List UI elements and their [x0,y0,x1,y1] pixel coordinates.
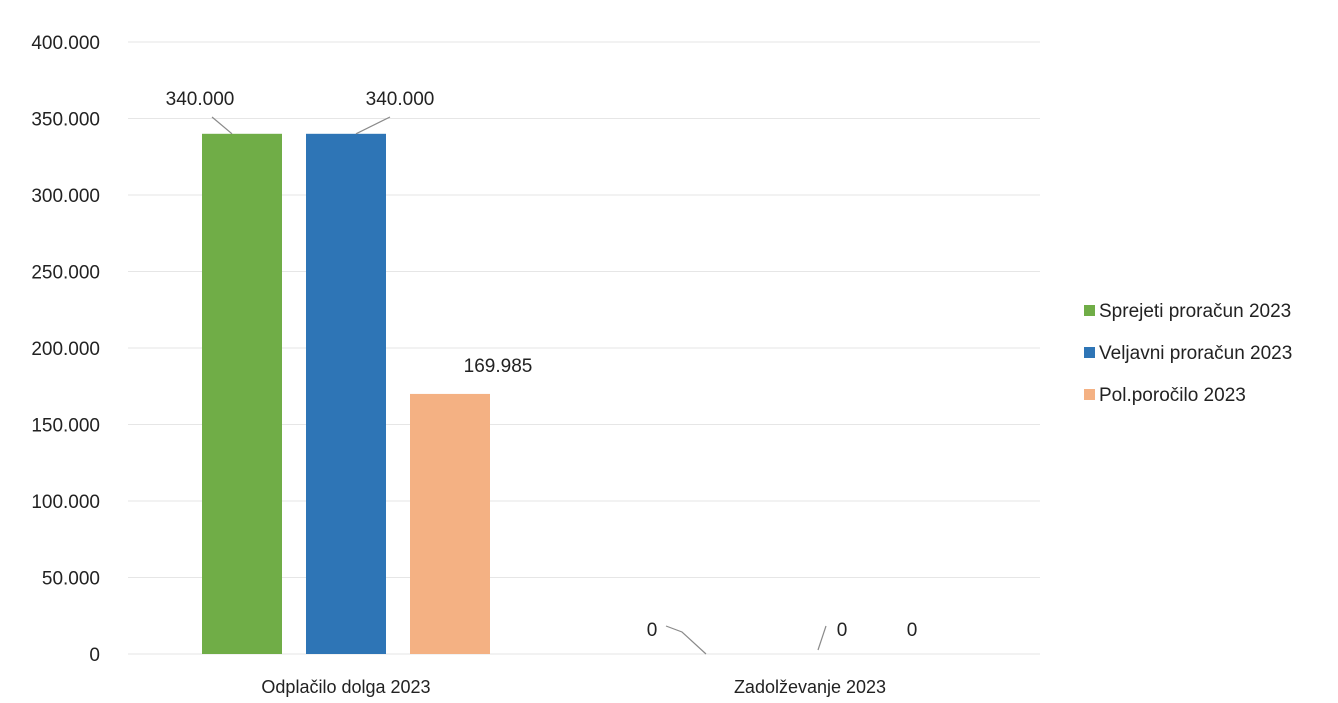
y-tick-label: 400.000 [31,33,100,54]
data-label: 169.985 [464,356,533,377]
legend-swatch [1084,347,1095,358]
legend-label: Veljavni proračun 2023 [1099,343,1292,364]
y-tick-label: 200.000 [31,339,100,360]
y-tick-label: 100.000 [31,492,100,513]
bar [410,393,490,654]
data-labels: 340.000 340.000 169.985 0 0 0 [166,89,918,641]
bar [202,133,282,655]
data-label-leader-lines [211,116,827,655]
leader-line [211,116,233,135]
x-category-label: Zadolževanje 2023 [734,677,886,697]
bar [306,133,386,655]
leader-line [665,625,707,655]
y-tick-label: 350.000 [31,110,100,131]
x-axis-category-labels: Odplačilo dolga 2023 Zadolževanje 2023 [261,677,886,697]
bars [202,133,490,655]
data-label: 0 [907,620,918,641]
legend-swatch [1084,389,1095,400]
data-label: 340.000 [366,89,435,110]
x-category-label: Odplačilo dolga 2023 [261,677,430,697]
y-tick-label: 150.000 [31,416,100,437]
leader-line [355,116,391,135]
legend-label: Sprejeti proračun 2023 [1099,301,1291,322]
leader-line [817,625,827,651]
y-tick-label: 50.000 [42,569,100,590]
y-tick-label: 300.000 [31,186,100,207]
y-axis-tick-labels: 0 50.000 100.000 150.000 200.000 250.000 300.0… [31,33,100,666]
y-tick-label: 0 [89,645,100,666]
data-label: 0 [837,620,848,641]
legend-swatch [1084,305,1095,316]
data-label: 0 [647,620,658,641]
y-tick-label: 250.000 [31,263,100,284]
legend: Sprejeti proračun 2023 Veljavni proračun … [1084,301,1292,406]
legend-label: Pol.poročilo 2023 [1099,385,1246,406]
data-label: 340.000 [166,89,235,110]
